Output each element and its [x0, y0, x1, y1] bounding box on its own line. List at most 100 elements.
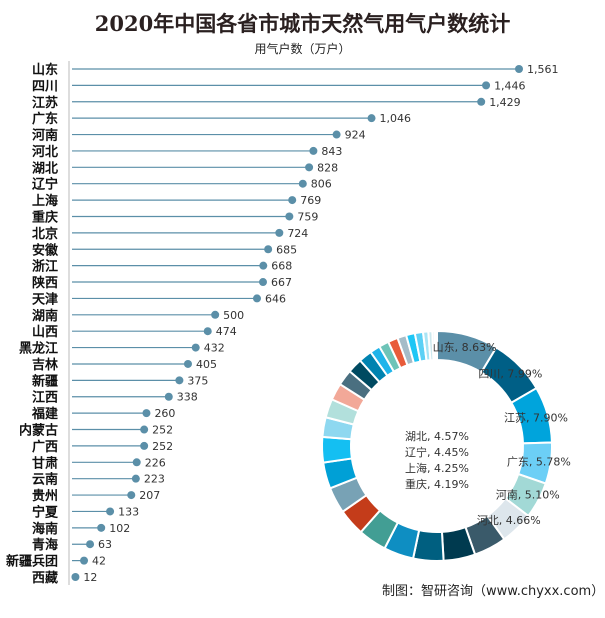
category-label: 浙江 — [32, 259, 58, 275]
donut-label: 广东, 5.78% — [507, 455, 571, 468]
category-label: 贵州 — [32, 488, 58, 504]
lollipop-point — [86, 540, 95, 549]
category-label: 河北 — [32, 144, 58, 160]
value-label: 260 — [154, 407, 175, 420]
lollipop-point — [264, 245, 273, 254]
category-label: 四川 — [32, 79, 58, 94]
lollipop-point — [106, 507, 115, 516]
value-label: 102 — [109, 522, 130, 535]
donut-label: 湖北, 4.57% — [405, 430, 469, 443]
donut-label: 河南, 5.10% — [496, 489, 560, 502]
category-label: 甘肃 — [32, 455, 58, 471]
value-label: 1,561 — [527, 63, 559, 76]
value-label: 500 — [223, 309, 244, 322]
value-label: 759 — [297, 210, 318, 223]
category-label: 内蒙古 — [19, 423, 58, 439]
category-label: 新疆 — [32, 373, 58, 389]
category-label: 西藏 — [32, 570, 58, 586]
lollipop-point — [175, 376, 184, 385]
category-label: 天津 — [32, 291, 58, 307]
category-label: 辽宁 — [32, 177, 58, 193]
lollipop-point — [127, 491, 136, 500]
category-label: 河南 — [32, 128, 58, 144]
lollipop-point — [477, 97, 486, 106]
lollipop-point — [191, 343, 200, 352]
category-label: 重庆 — [32, 209, 58, 225]
value-label: 207 — [139, 489, 160, 502]
value-label: 252 — [152, 440, 173, 453]
lollipop-point — [97, 523, 106, 532]
category-label: 上海 — [32, 193, 58, 209]
category-label: 山西 — [32, 324, 58, 340]
value-label: 375 — [187, 374, 208, 387]
lollipop-point — [258, 278, 267, 287]
lollipop-point — [140, 441, 149, 450]
lollipop-point — [183, 359, 192, 368]
value-label: 226 — [145, 456, 166, 469]
category-label: 福建 — [31, 406, 58, 422]
category-label: 宁夏 — [32, 504, 59, 520]
category-label: 陕西 — [32, 275, 58, 291]
donut-label: 江苏, 7.90% — [504, 412, 568, 425]
category-label: 海南 — [32, 521, 58, 537]
donut-label: 重庆, 4.19% — [405, 477, 469, 491]
value-label: 12 — [83, 571, 97, 584]
donut-label: 四川, 7.99% — [478, 368, 542, 381]
value-label: 133 — [118, 505, 139, 518]
value-label: 724 — [287, 227, 308, 240]
value-label: 252 — [152, 424, 173, 437]
value-label: 1,429 — [489, 96, 521, 109]
lollipop-point — [288, 196, 297, 205]
value-label: 667 — [271, 276, 292, 289]
category-label: 吉林 — [32, 357, 58, 373]
chart-title: 2020年中国各省市城市天然气用气户数统计 — [94, 11, 511, 36]
lollipop-point — [259, 261, 268, 270]
category-label: 山东 — [32, 62, 58, 78]
value-label: 685 — [276, 243, 297, 256]
category-label: 青海 — [32, 537, 58, 553]
donut-label: 山东, 8.63% — [433, 341, 497, 354]
lollipop-point — [142, 409, 151, 418]
value-label: 63 — [98, 538, 112, 551]
value-label: 924 — [345, 129, 366, 142]
category-label: 新疆兵团 — [6, 554, 58, 570]
lollipop-point — [332, 130, 341, 139]
value-label: 1,446 — [494, 79, 526, 92]
value-label: 474 — [216, 325, 237, 338]
lollipop-point — [482, 81, 491, 90]
lollipop-point — [515, 65, 523, 73]
lollipop-point — [367, 114, 376, 123]
value-label: 405 — [196, 358, 217, 371]
value-label: 806 — [311, 178, 332, 191]
value-label: 646 — [265, 292, 286, 305]
lollipop-point — [203, 327, 212, 336]
lollipop-point — [132, 458, 141, 467]
category-label: 安徽 — [32, 242, 59, 258]
category-label: 江苏 — [32, 95, 58, 111]
value-label: 42 — [92, 555, 106, 568]
donut-label: 辽宁, 4.45% — [405, 445, 469, 459]
value-label: 338 — [177, 391, 198, 404]
lollipop-point — [71, 573, 80, 581]
category-label: 广东 — [32, 111, 58, 127]
donut-label: 河北, 4.66% — [477, 514, 541, 527]
category-label: 广西 — [32, 439, 58, 455]
lollipop-point — [252, 294, 261, 303]
lollipop-point — [211, 310, 220, 319]
value-label: 668 — [271, 260, 292, 273]
lollipop-point — [131, 474, 140, 483]
lollipop-point — [298, 179, 307, 188]
value-label: 1,046 — [380, 112, 412, 125]
donut-slice — [321, 435, 354, 464]
unit-label: 用气户数（万户） — [254, 42, 351, 56]
value-label: 769 — [300, 194, 321, 207]
lollipop-point — [285, 212, 294, 221]
category-label: 云南 — [32, 472, 58, 488]
value-label: 432 — [204, 342, 225, 355]
lollipop-point — [275, 228, 284, 237]
value-label: 223 — [144, 473, 165, 486]
category-label: 黑龙江 — [19, 341, 58, 357]
value-label: 828 — [317, 161, 338, 174]
